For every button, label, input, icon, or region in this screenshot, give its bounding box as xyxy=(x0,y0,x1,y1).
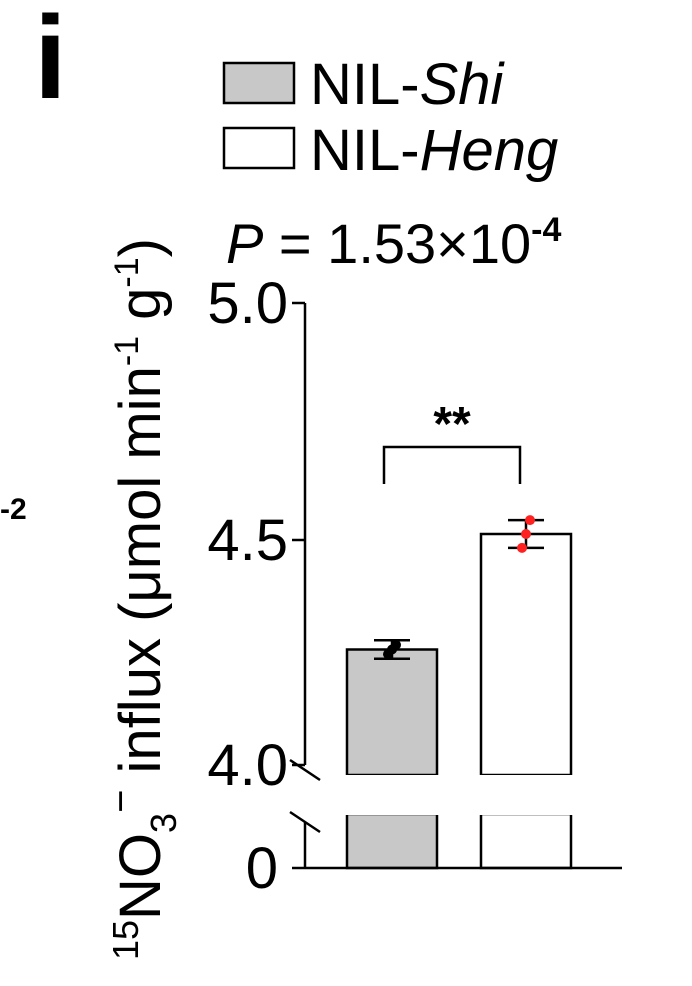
bracket-line xyxy=(382,445,522,484)
tick-label-4-0: 4.0 xyxy=(207,733,288,798)
panel-label: i xyxy=(34,0,67,124)
tick-label-5-0: 5.0 xyxy=(207,271,288,336)
data-points xyxy=(383,515,535,660)
data-point-1-0 xyxy=(517,542,527,553)
y-axis-label: 15NO3− influx (μmol min-1 g-1) xyxy=(99,238,184,960)
tick-label-4-5: 4.5 xyxy=(207,508,288,573)
legend-label-shi: NIL-Shi xyxy=(310,52,506,117)
axis-break-mark-upper xyxy=(289,758,321,782)
clipped-left-label: -2 xyxy=(0,493,27,526)
axis-break-gap xyxy=(290,775,620,815)
significance-bracket xyxy=(382,445,522,484)
data-point-0-2 xyxy=(391,639,401,650)
axis-break-mark-lower xyxy=(289,810,321,834)
bar-nil-shi-lower xyxy=(345,812,439,870)
legend-label-heng: NIL-Heng xyxy=(310,118,558,183)
bar-nil-heng-lower xyxy=(479,812,573,870)
bar-nil-shi-upper xyxy=(345,648,439,777)
legend: NIL-Shi NIL-Heng xyxy=(222,52,558,183)
data-point-1-2 xyxy=(525,515,535,526)
bar-nil-heng-upper xyxy=(479,532,573,777)
legend-swatch-heng xyxy=(222,126,296,170)
legend-swatch-shi xyxy=(222,61,296,105)
p-value-annotation: P = 1.53×10-4 xyxy=(226,211,561,275)
tick-label-0: 0 xyxy=(246,836,278,901)
y-axis xyxy=(289,301,622,870)
data-point-1-1 xyxy=(521,529,531,539)
significance-label: ** xyxy=(433,398,471,451)
bars xyxy=(345,532,573,870)
